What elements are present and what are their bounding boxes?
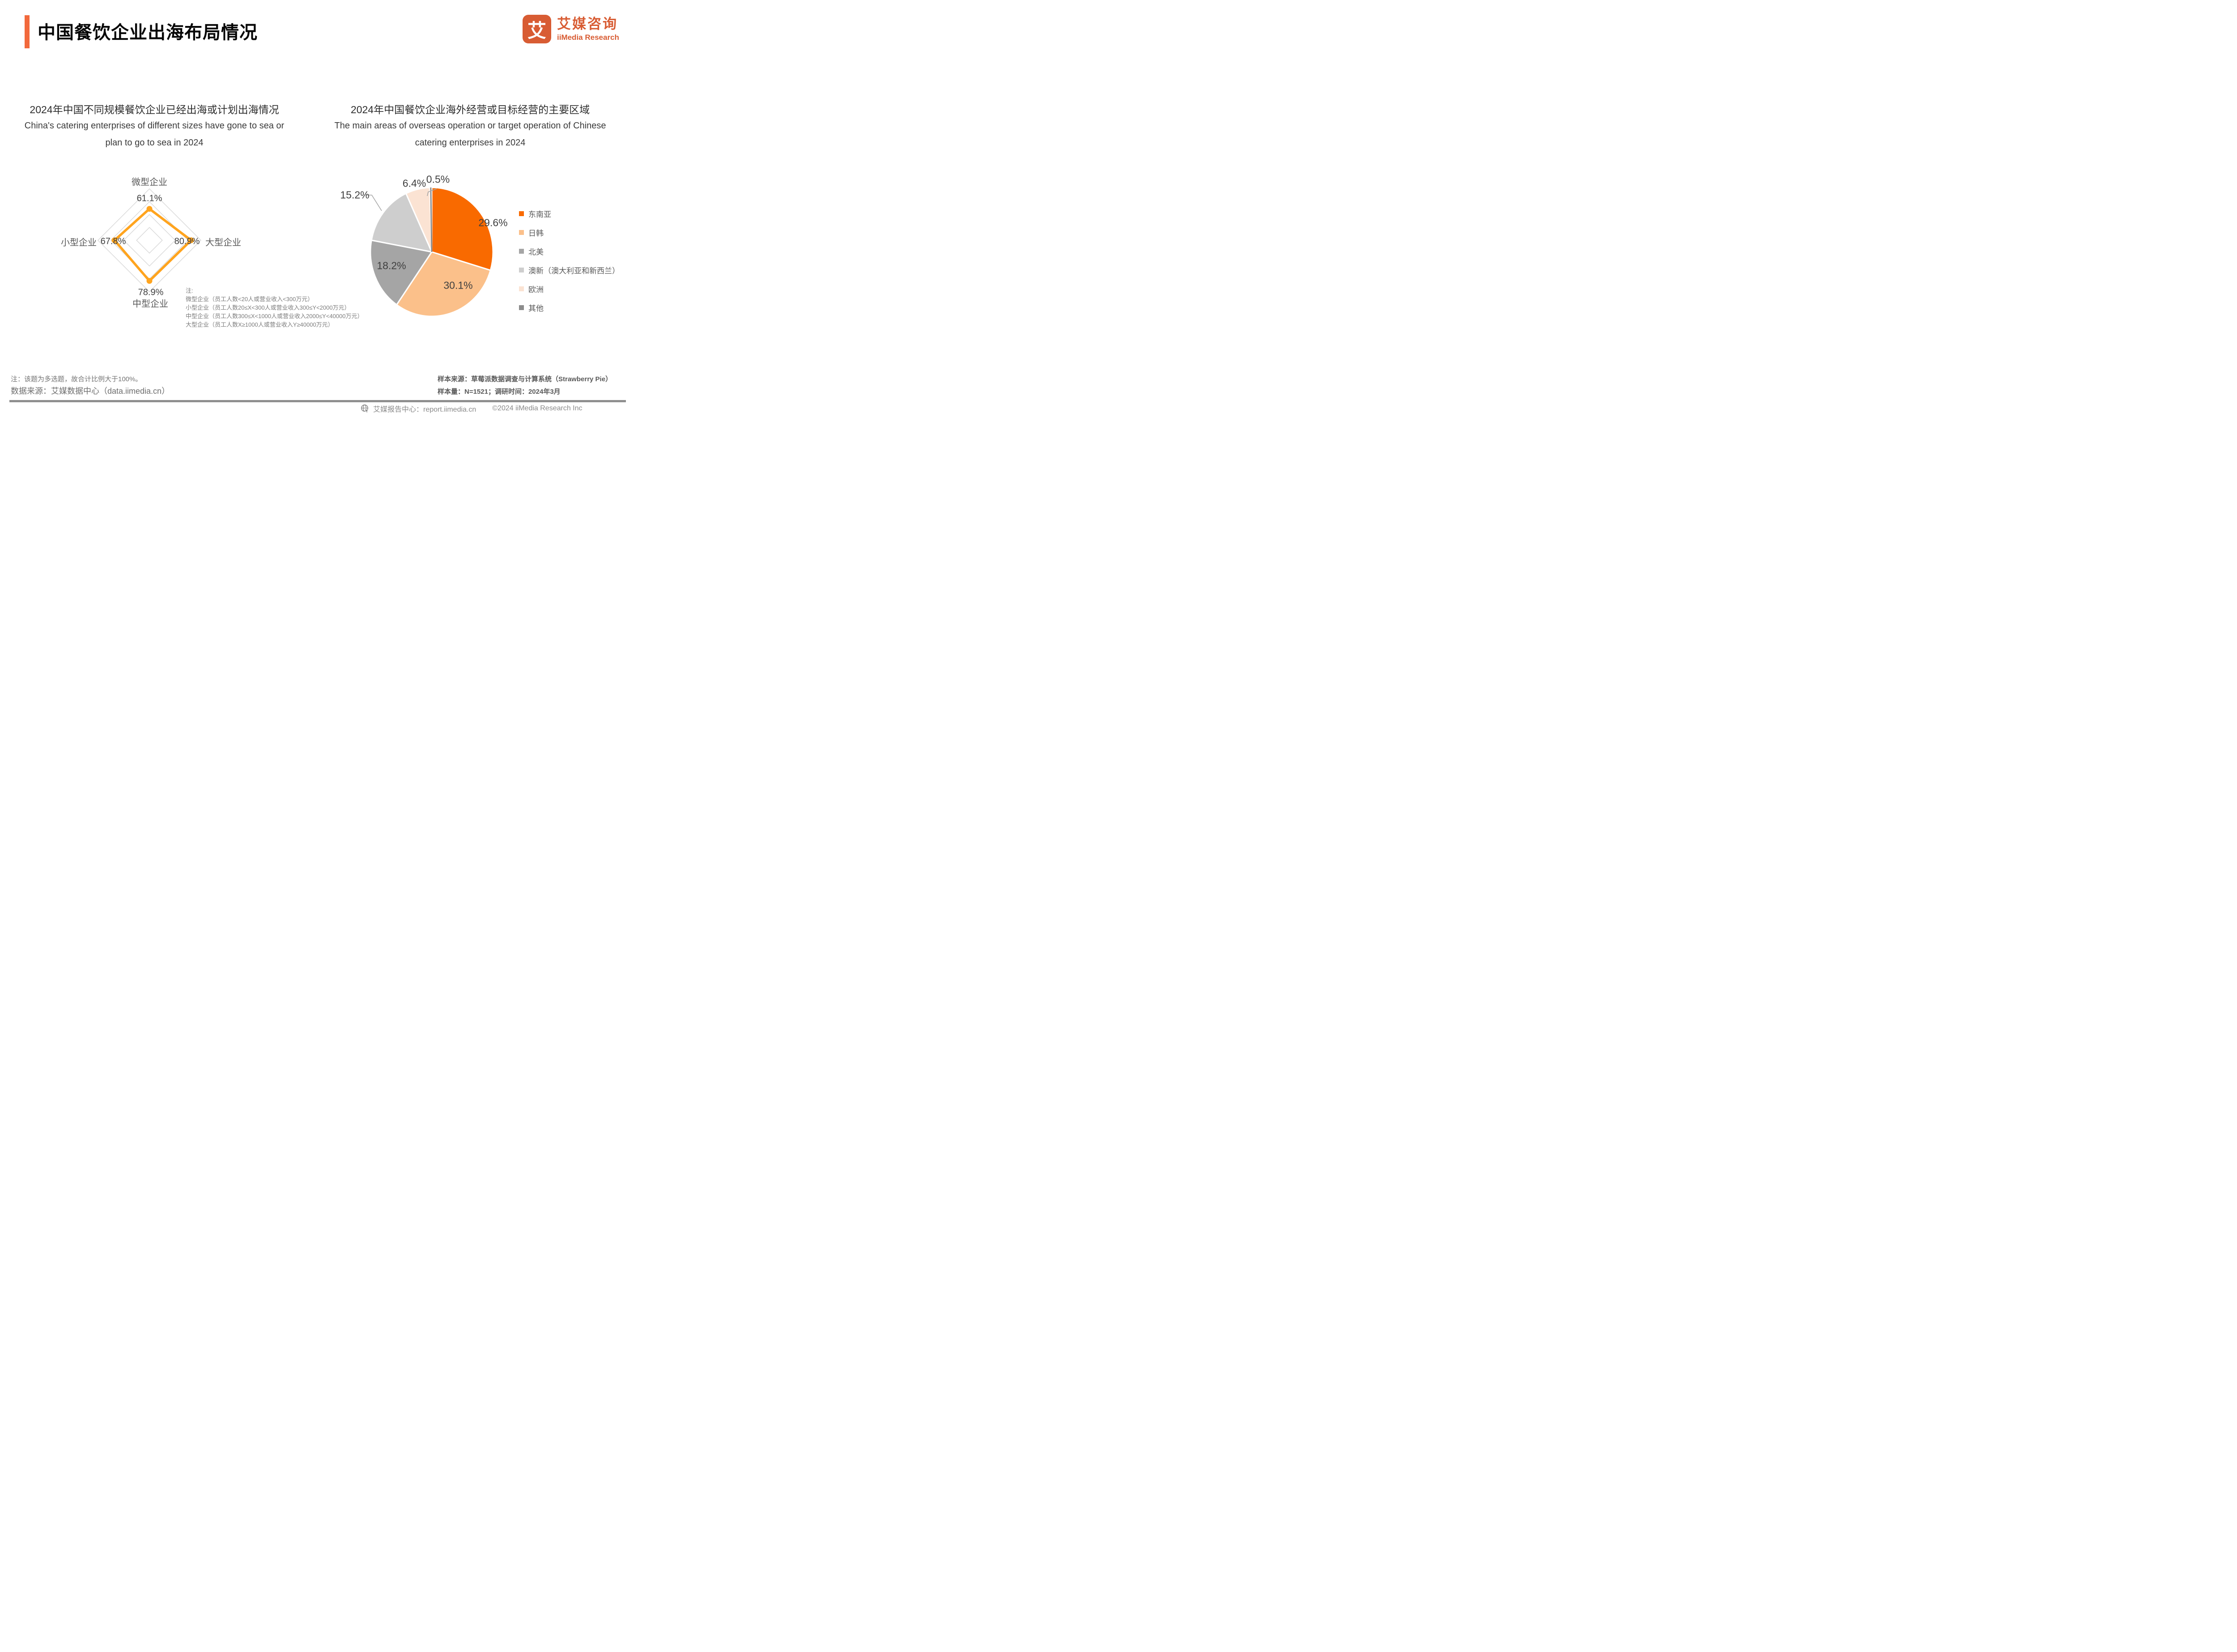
radar-note-line: 中型企业（员工人数300≤X<1000人或营业收入2000≤Y<40000万元） (186, 313, 363, 319)
legend-item-north-america: 北美 (519, 242, 620, 260)
logo-brand-en: iiMedia Research (557, 33, 619, 42)
footer-report-center: 艾媒报告中心：report.iimedia.cn (373, 406, 476, 413)
legend-item-europe: 欧洲 (519, 279, 620, 298)
pie-chart-title-en-2: catering enterprises in 2024 (415, 138, 526, 148)
pie-label-europe: 6.4% (402, 177, 426, 189)
pie-label-other: 0.5% (426, 173, 450, 185)
legend-item-other: 其他 (519, 298, 620, 317)
radar-value-micro: 61.1% (136, 193, 162, 204)
pie-label-japan-korea: 30.1% (443, 279, 473, 291)
radar-note: 注: 微型企业（员工人数<20人或营业收入<300万元） 小型企业（员工人数20… (186, 286, 363, 329)
pie-label-north-america: 18.2% (377, 260, 406, 272)
report-slide: 中国餐饮企业出海布局情况 艾 艾媒咨询 iiMedia Research 202… (0, 0, 635, 413)
radar-axis-label-micro: 微型企业 (132, 177, 167, 187)
radar-value-small: 67.8% (100, 236, 126, 247)
legend-item-aus-nz: 澳新（澳大利亚和新西兰） (519, 260, 620, 279)
radar-note-title: 注: (186, 287, 193, 294)
radar-note-line: 大型企业（员工人数X≥1000人或营业收入Y≥40000万元） (186, 321, 334, 328)
legend-swatch (519, 211, 524, 216)
pie-label-southeast-asia: 29.6% (478, 217, 508, 229)
legend-item-japan-korea: 日韩 (519, 223, 620, 242)
legend-swatch (519, 305, 524, 310)
note-multiple-choice: 注：该题为多选题，故合计比例大于100%。 (11, 375, 142, 383)
legend-swatch (519, 286, 524, 291)
footer-divider (9, 400, 626, 402)
note-data-source: 数据来源：艾媒数据中心（data.iimedia.cn） (11, 387, 170, 396)
title-accent-bar (25, 15, 30, 48)
pie-legend: 东南亚 日韩 北美 澳新（澳大利亚和新西兰） 欧洲 其他 (519, 204, 620, 317)
legend-swatch (519, 267, 524, 272)
iimedia-logo-icon: 艾 (523, 15, 551, 43)
iimedia-logo-text: 艾媒咨询 iiMedia Research (557, 16, 619, 42)
iimedia-logo: 艾 艾媒咨询 iiMedia Research (523, 15, 619, 43)
legend-swatch (519, 248, 524, 254)
radar-note-line: 小型企业（员工人数20≤X<300人或营业收入300≤Y<2000万元） (186, 304, 350, 311)
radar-value-large: 80.9% (174, 236, 200, 247)
legend-item-southeast-asia: 东南亚 (519, 204, 620, 223)
pie-chart-title-cn: 2024年中国餐饮企业海外经营或目标经营的主要区域 (350, 104, 590, 115)
radar-chart-title-en-2: plan to go to sea in 2024 (105, 138, 204, 148)
footer-brand-wrap: 艾媒报告中心：report.iimedia.cn (361, 403, 476, 413)
radar-axis-label-small: 小型企业 (61, 238, 97, 248)
globe-cursor-icon (361, 404, 369, 413)
radar-axis-label-large: 大型企业 (205, 238, 241, 248)
radar-axis-label-medium: 中型企业 (132, 299, 168, 309)
page-title: 中国餐饮企业出海布局情况 (38, 23, 258, 43)
radar-chart-title-cn: 2024年中国不同规模餐饮企业已经出海或计划出海情况 (30, 104, 279, 115)
note-sample-source: 样本来源：草莓派数据调查与计算系统（Strawberry Pie） (438, 375, 612, 383)
note-sample-size: 样本量：N=1521；调研时间：2024年3月 (438, 388, 561, 396)
legend-swatch (519, 230, 524, 235)
radar-chart-title-en-1: China's catering enterprises of differen… (24, 121, 285, 131)
radar-note-line: 微型企业（员工人数<20人或营业收入<300万元） (186, 296, 314, 302)
footer-copyright: ©2024 iiMedia Research Inc (492, 404, 583, 412)
pie-chart-title-en-1: The main areas of overseas operation or … (334, 121, 606, 131)
radar-value-medium: 78.9% (138, 287, 164, 298)
footer: 艾媒报告中心：report.iimedia.cn ©2024 iiMedia R… (361, 403, 583, 413)
logo-brand-cn: 艾媒咨询 (557, 16, 618, 32)
radar-chart (97, 188, 202, 293)
pie-chart (366, 187, 494, 317)
pie-label-aus-nz: 15.2% (340, 189, 370, 201)
